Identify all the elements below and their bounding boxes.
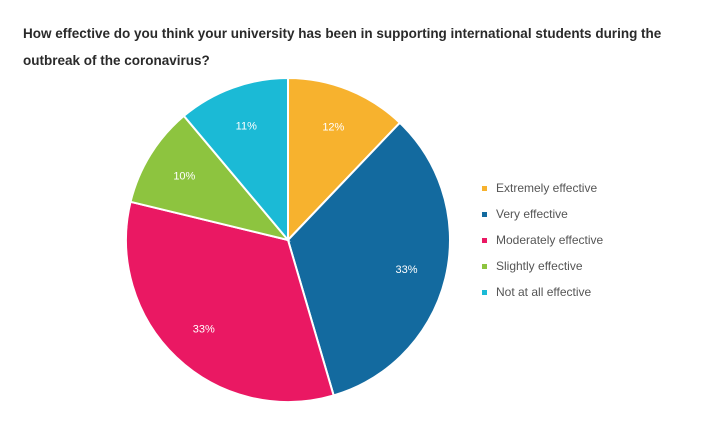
legend-item-slightly-effective[interactable]: Slightly effective: [482, 253, 603, 279]
legend-swatch: [482, 211, 487, 217]
slice-label-moderately-effective: 33%: [193, 323, 215, 335]
legend-item-extremely-effective[interactable]: Extremely effective: [482, 175, 603, 201]
pie-slice-slightly-effective[interactable]: [129, 114, 291, 242]
slice-label-not-at-all-effective: 11%: [236, 120, 257, 132]
pie-slice-extremely-effective[interactable]: [287, 76, 402, 243]
slice-label-extremely-effective: 12%: [322, 122, 344, 134]
legend-swatch: [482, 289, 487, 295]
legend-item-very-effective[interactable]: Very effective: [482, 201, 603, 227]
chart-legend: Extremely effective Very effective Moderat…: [482, 175, 603, 305]
legend-item-not-at-all-effective[interactable]: Not at all effective: [482, 279, 603, 305]
legend-label: Not at all effective: [496, 285, 592, 299]
pie-slice-not-at-all-effective[interactable]: [182, 76, 289, 243]
legend-swatch: [482, 237, 487, 243]
chart-title: How effective do you think your universi…: [23, 26, 662, 68]
legend-label: Very effective: [496, 207, 568, 221]
legend-label: Moderately effective: [496, 233, 604, 247]
slice-label-slightly-effective: 10%: [173, 171, 195, 183]
legend-item-moderately-effective[interactable]: Moderately effective: [482, 227, 603, 253]
legend-label: Slightly effective: [496, 259, 583, 273]
pie-slice-very-effective[interactable]: [286, 121, 451, 397]
legend-label: Extremely effective: [496, 181, 598, 195]
legend-swatch: [482, 185, 487, 191]
legend-swatch: [482, 263, 487, 269]
slice-label-very-effective: 33%: [396, 264, 418, 276]
pie-slice-moderately-effective[interactable]: [125, 200, 335, 403]
